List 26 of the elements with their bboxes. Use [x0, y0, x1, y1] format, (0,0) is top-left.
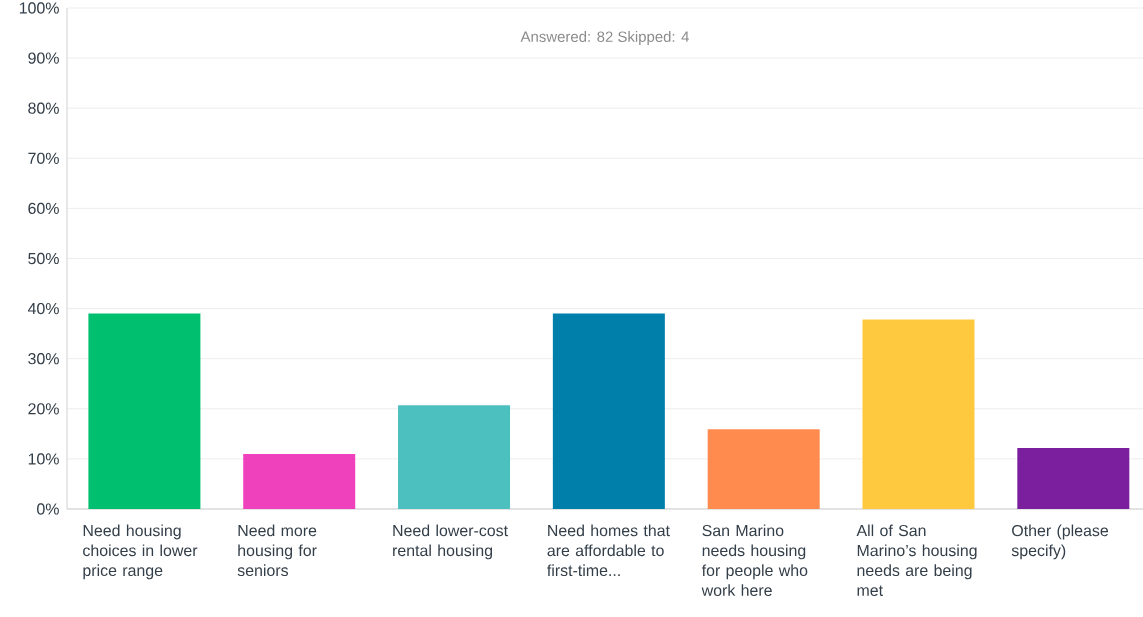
bar	[88, 313, 201, 509]
y-tick-label: 90%	[28, 52, 59, 64]
x-tick-label: Need lower-cost rental housing	[393, 524, 508, 560]
y-tick-label: 100%	[19, 2, 59, 14]
x-tick-label: Need more housing for seniors	[237, 524, 317, 577]
x-tick-label: Other (please specify)	[1011, 524, 1109, 560]
bar	[398, 405, 511, 509]
y-tick-label: 60%	[28, 202, 59, 215]
x-tick-label: All of San Marino’s housing needs are being met	[856, 524, 977, 596]
y-tick-label: 10%	[28, 453, 59, 465]
y-tick-label: 30%	[28, 353, 59, 365]
bar	[707, 429, 820, 509]
y-tick-label: 80%	[28, 102, 59, 114]
y-tick-label: 50%	[28, 252, 59, 265]
x-tick-label: Need housing choices in lower price range	[83, 524, 198, 580]
y-tick-label: 70%	[28, 152, 59, 164]
x-tick-label: Need homes that are affordable to first-time...	[547, 524, 670, 577]
bar	[243, 453, 356, 509]
x-tick-label: San Marino needs housing for people who work here	[701, 524, 808, 596]
text: Answered: 82 Skipped: 4	[520, 31, 689, 45]
y-tick-label: 0%	[37, 503, 59, 515]
bar	[552, 313, 665, 509]
y-tick-label: 40%	[27, 302, 59, 315]
bar	[1017, 447, 1130, 509]
bar	[862, 319, 975, 509]
y-tick-label: 20%	[28, 403, 59, 415]
